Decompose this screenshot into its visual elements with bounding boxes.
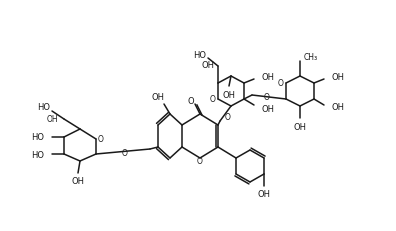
Text: OH: OH	[201, 60, 214, 69]
Text: OH: OH	[72, 177, 84, 186]
Text: O: O	[264, 93, 270, 102]
Text: OH: OH	[46, 115, 58, 124]
Text: O: O	[122, 148, 128, 157]
Text: O: O	[98, 135, 104, 144]
Text: OH: OH	[257, 190, 270, 199]
Text: O: O	[188, 97, 194, 106]
Text: O: O	[210, 95, 216, 104]
Text: O: O	[278, 79, 284, 88]
Text: OH: OH	[262, 73, 275, 82]
Text: OH: OH	[152, 92, 164, 101]
Text: OH: OH	[293, 122, 307, 131]
Text: HO: HO	[31, 133, 44, 142]
Text: HO: HO	[31, 150, 44, 159]
Text: OH: OH	[223, 90, 236, 99]
Text: HO: HO	[38, 103, 51, 112]
Text: O: O	[225, 113, 231, 122]
Text: OH: OH	[332, 103, 345, 112]
Text: CH₃: CH₃	[304, 53, 318, 62]
Text: HO: HO	[194, 50, 206, 59]
Text: OH: OH	[332, 73, 345, 82]
Text: O: O	[197, 157, 203, 166]
Text: OH: OH	[262, 105, 275, 114]
